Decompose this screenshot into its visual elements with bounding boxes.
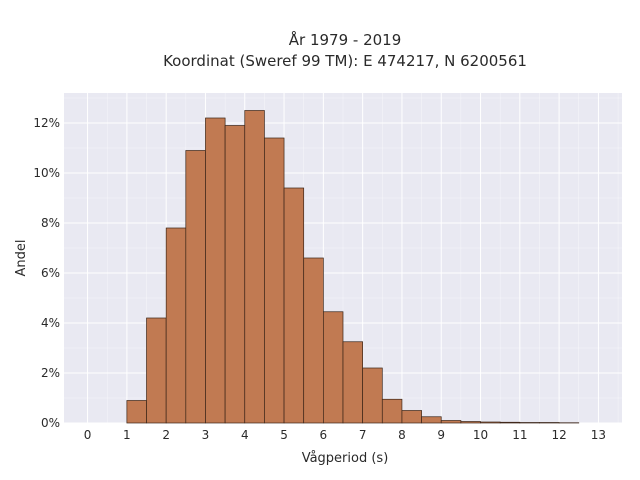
histogram-bar (205, 117, 226, 424)
histogram-bar (381, 398, 403, 424)
histogram-bar (244, 110, 265, 424)
y-tick-label: 12% (33, 116, 60, 130)
histogram-bar (539, 422, 560, 424)
x-tick-label: 0 (84, 428, 92, 442)
x-tick-label: 4 (241, 428, 249, 442)
histogram-bar (264, 137, 285, 424)
x-tick-label: 7 (359, 428, 367, 442)
y-tick-label: 6% (41, 266, 60, 280)
x-tick-label: 3 (202, 428, 210, 442)
y-tick-label: 10% (33, 166, 60, 180)
histogram-bar (165, 227, 187, 424)
histogram-bar (421, 416, 442, 424)
y-tick-label: 2% (41, 366, 60, 380)
chart-title-line-1: År 1979 - 2019 (289, 30, 402, 49)
x-tick-label: 2 (162, 428, 170, 442)
x-tick-labels: 0 1 2 3 4 5 6 7 8 9 10 11 12 13 (84, 428, 606, 442)
histogram-bar (499, 421, 521, 424)
x-tick-label: 1 (123, 428, 131, 442)
histogram-bar (224, 125, 246, 424)
histogram-bar (362, 367, 383, 424)
chart-title-line-2: Koordinat (Sweref 99 TM): E 474217, N 62… (163, 52, 527, 70)
histogram-bar (519, 422, 540, 424)
histogram-bar (342, 341, 363, 424)
x-tick-label: 11 (512, 428, 527, 442)
y-tick-label: 0% (41, 416, 60, 430)
x-axis-label: Vågperiod (s) (302, 451, 389, 466)
x-tick-label: 13 (591, 428, 606, 442)
histogram-bar (401, 410, 422, 424)
x-tick-label: 5 (280, 428, 288, 442)
histogram-bar (460, 421, 481, 424)
histogram-bar (146, 317, 167, 424)
histogram-bar (323, 311, 344, 424)
histogram-bars (126, 110, 580, 424)
histogram-bar (440, 420, 462, 424)
x-tick-label: 6 (320, 428, 328, 442)
histogram-bar (480, 421, 501, 424)
histogram-bar (185, 150, 206, 424)
histogram-bar (283, 187, 305, 424)
x-tick-label: 8 (398, 428, 406, 442)
x-tick-label: 9 (437, 428, 445, 442)
histogram-bar (126, 400, 147, 424)
y-tick-label: 4% (41, 316, 60, 330)
y-tick-labels: 0% 2% 4% 6% 8% 10% 12% (33, 116, 60, 430)
y-axis-label: Andel (14, 240, 29, 277)
x-tick-label: 10 (473, 428, 488, 442)
y-tick-label: 8% (41, 216, 60, 230)
x-tick-label: 12 (551, 428, 566, 442)
histogram-bar (303, 257, 324, 424)
